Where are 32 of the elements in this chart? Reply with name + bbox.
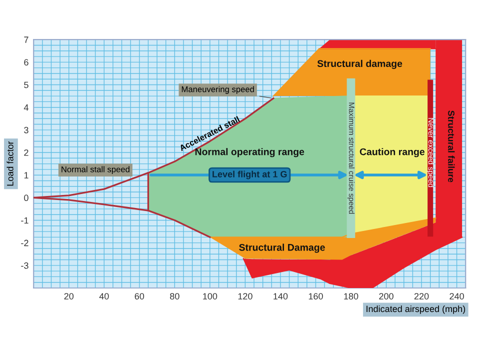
x-tick-label: 180 [344,293,358,300]
y-tick-label: -2 [21,240,28,246]
x-tick-label: 100 [203,293,218,300]
y-tick-label: 3 [24,126,28,134]
annotation: Structural failure [448,110,455,182]
y-tick-label: 4 [24,104,28,111]
y-tick-label: 7 [24,36,28,43]
y-tick-label: 0 [24,194,28,202]
x-tick-label: 140 [274,293,288,300]
annotation: Structural damage [317,60,402,69]
x-tick-label: 160 [308,293,323,300]
x-tick-label: 20 [64,293,74,300]
x-tick-label: 120 [238,293,252,300]
y-tick-label: 2 [24,149,28,156]
x-tick-label: 200 [379,293,394,300]
y-tick-label: 5 [24,82,28,88]
annotation: Normal stall speed [62,166,130,174]
x-axis-title: Indicated airspeed (mph) [366,305,466,314]
annotation: Level flight at 1 G [212,170,287,180]
annotation: Structural Damage [239,244,325,253]
annotation: Caution range [360,148,425,158]
x-tick-label: 40 [99,293,109,300]
y-tick-label: 1 [24,172,28,178]
y-axis-title: Load factor [6,141,14,186]
y-tick-label: -1 [21,217,28,224]
x-tick-label: 60 [134,293,144,300]
y-tick-label: -3 [21,262,28,269]
y-tick-label: 6 [24,59,28,66]
x-tick-label: 220 [414,293,429,300]
annotation: Maneuvering speed [182,86,254,94]
x-tick-label: 80 [170,293,180,300]
x-tick-label: 240 [450,293,464,300]
